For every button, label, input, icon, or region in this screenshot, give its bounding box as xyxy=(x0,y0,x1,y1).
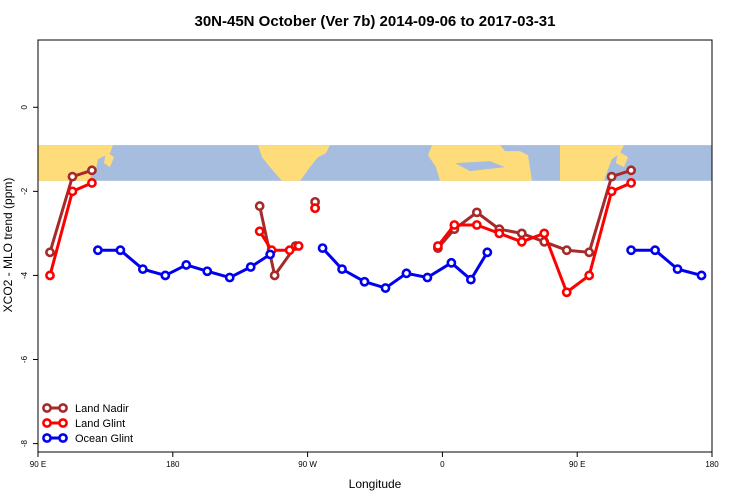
series-line-ocean-glint xyxy=(321,247,489,290)
data-point-ocean-glint xyxy=(359,276,370,287)
legend-label: Land Nadir xyxy=(75,403,129,415)
data-point-land-glint xyxy=(254,226,265,237)
data-point-land-glint xyxy=(471,220,482,230)
data-point-ocean-glint xyxy=(446,257,457,268)
data-point-land-glint xyxy=(45,270,55,281)
x-tick-label: 90 W xyxy=(298,460,317,469)
data-point-ocean-glint xyxy=(115,245,126,256)
x-axis-label: Longitude xyxy=(349,477,402,491)
data-point-land-glint xyxy=(626,178,637,188)
data-point-land-nadir xyxy=(626,165,637,176)
data-point-land-glint xyxy=(516,236,527,247)
series-line-land-glint xyxy=(258,230,300,252)
legend-marker xyxy=(42,433,52,443)
map-land xyxy=(258,145,330,181)
x-tick-label: 0 xyxy=(440,460,445,469)
data-point-land-glint xyxy=(494,228,505,239)
y-tick-label: -6 xyxy=(20,355,29,363)
data-point-ocean-glint xyxy=(626,245,637,256)
data-point-ocean-glint xyxy=(202,266,213,277)
legend-marker xyxy=(42,418,52,428)
data-point-land-glint xyxy=(561,287,572,298)
data-point-land-nadir xyxy=(269,270,280,281)
series-ocean-glint xyxy=(93,243,707,293)
map-land xyxy=(616,151,628,168)
data-point-ocean-glint xyxy=(160,270,171,281)
legend: Land Nadir Land Glint Ocean Glint xyxy=(42,403,133,445)
legend-marker xyxy=(58,433,68,443)
data-point-land-glint xyxy=(87,178,97,188)
data-point-land-glint xyxy=(449,220,460,230)
data-point-land-nadir xyxy=(516,228,527,239)
chart-title: 30N-45N October (Ver 7b) 2014-09-06 to 2… xyxy=(194,13,555,30)
legend-item-land-nadir: Land Nadir xyxy=(42,403,129,415)
data-point-land-glint xyxy=(433,241,443,251)
data-point-ocean-glint xyxy=(137,264,148,275)
series-line-land-glint xyxy=(436,181,632,294)
data-point-ocean-glint xyxy=(401,268,412,279)
data-point-land-glint xyxy=(310,203,320,214)
series-line-land-nadir xyxy=(48,168,93,253)
legend-label: Ocean Glint xyxy=(75,433,133,445)
data-point-land-nadir xyxy=(606,171,617,182)
data-point-land-glint xyxy=(584,270,595,281)
data-point-ocean-glint xyxy=(245,262,256,272)
data-point-land-nadir xyxy=(471,207,482,218)
data-point-land-glint xyxy=(293,241,304,251)
data-point-ocean-glint xyxy=(317,243,328,254)
x-tick-label: 90 E xyxy=(569,460,585,469)
legend-item-land-glint: Land Glint xyxy=(42,418,125,430)
series-line-land-nadir xyxy=(436,168,632,254)
series-line-ocean-glint xyxy=(631,248,702,277)
data-point-ocean-glint xyxy=(422,272,433,283)
data-point-land-nadir xyxy=(67,171,78,182)
data-point-land-glint xyxy=(67,186,78,197)
series-layer xyxy=(45,165,707,298)
data-point-land-nadir xyxy=(45,247,55,258)
data-point-land-nadir xyxy=(561,245,572,256)
legend-marker xyxy=(58,403,68,413)
y-tick-label: -8 xyxy=(20,439,29,447)
data-point-ocean-glint xyxy=(93,245,103,256)
data-point-ocean-glint xyxy=(650,245,660,256)
series-land-nadir xyxy=(45,165,637,281)
y-axis: 0 -2 -4 -6 -8 xyxy=(20,104,38,447)
x-tick-label: 180 xyxy=(705,460,719,469)
plot-frame xyxy=(37,39,713,453)
y-tick-label: -4 xyxy=(20,271,29,279)
data-point-ocean-glint xyxy=(482,247,493,258)
data-point-land-glint xyxy=(284,245,295,256)
legend-marker xyxy=(42,403,52,413)
y-tick-label: 0 xyxy=(20,104,29,109)
map-land xyxy=(104,151,114,168)
data-point-ocean-glint xyxy=(380,283,391,293)
data-point-land-nadir xyxy=(584,247,595,258)
data-point-ocean-glint xyxy=(337,264,347,275)
legend-label: Land Glint xyxy=(75,418,125,430)
data-point-ocean-glint xyxy=(181,260,192,270)
data-point-land-nadir xyxy=(87,165,97,176)
data-point-land-glint xyxy=(606,186,617,197)
legend-marker xyxy=(58,418,68,428)
map-sea xyxy=(455,161,505,172)
x-tick-label: 180 xyxy=(166,460,180,469)
data-point-land-glint xyxy=(539,228,550,239)
world-map-band xyxy=(38,145,712,181)
x-tick-label: 90 E xyxy=(30,460,46,469)
legend-item-ocean-glint: Ocean Glint xyxy=(42,433,133,445)
data-point-ocean-glint xyxy=(224,272,235,283)
series-land-glint xyxy=(45,178,637,298)
y-tick-label: -2 xyxy=(20,187,29,195)
data-point-ocean-glint xyxy=(672,264,683,275)
data-point-ocean-glint xyxy=(696,270,707,281)
x-axis: 90 E 180 90 W 0 90 E 180 xyxy=(30,452,719,469)
map-land xyxy=(38,145,113,181)
data-point-ocean-glint xyxy=(465,274,476,285)
map-land xyxy=(560,145,624,181)
data-point-land-nadir xyxy=(254,201,265,211)
data-point-ocean-glint xyxy=(265,249,276,260)
y-axis-label: XCO2 - MLO trend (ppm) xyxy=(1,178,15,313)
